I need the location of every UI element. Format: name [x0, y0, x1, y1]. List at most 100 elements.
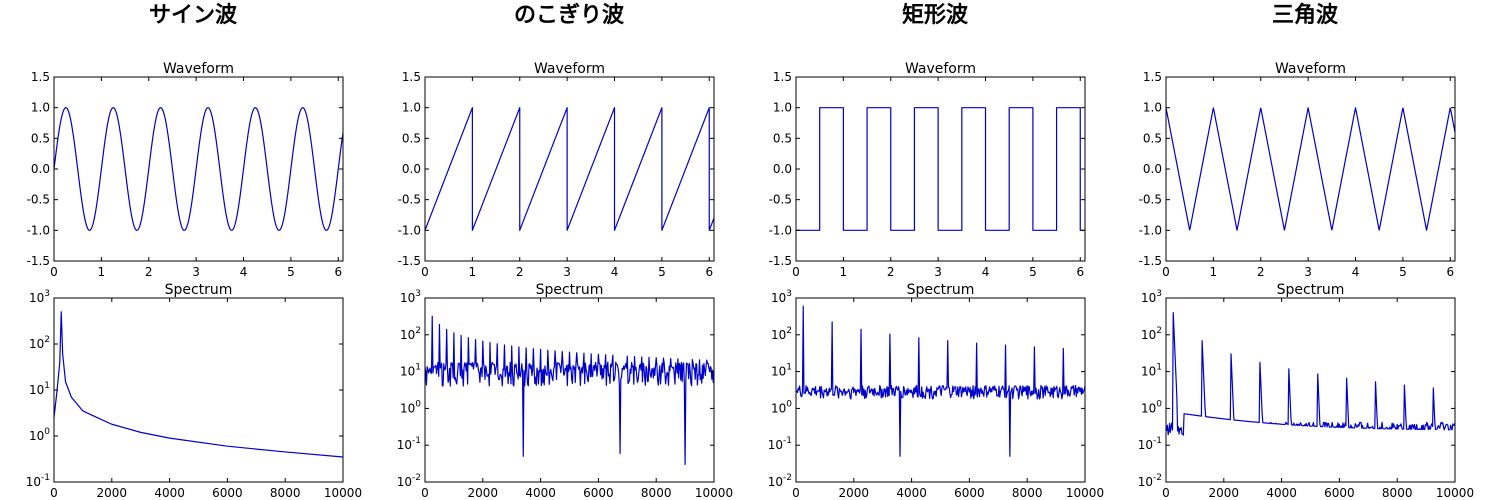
x-tick-label: 6000 [1324, 486, 1355, 500]
x-tick-label: 8000 [1382, 486, 1413, 500]
x-tick-label: 6000 [212, 486, 243, 500]
series-line-spectrum [1166, 312, 1455, 436]
y-tick-label: 102 [771, 326, 792, 342]
x-tick-label: 1 [840, 265, 848, 279]
series-line-spectrum [796, 305, 1085, 457]
axes-title-spectrum: Spectrum [536, 282, 604, 298]
subplot-waveform-4: Waveform 0 1 2 3 4 5 6 -1.5 -1.0 -0.5 0.0 0.5 1.0 1.5 [1139, 61, 1456, 279]
x-tick-label: 0 [1162, 486, 1170, 500]
axes-title-spectrum: Spectrum [1277, 282, 1345, 298]
series-line-waveform [425, 107, 714, 231]
x-tick-label: 6000 [583, 486, 614, 500]
y-tick-label: 1.5 [773, 70, 792, 84]
y-tick-label: 103 [1141, 289, 1162, 305]
subplot-waveform-2: Waveform 0 1 2 3 4 5 6 -1.5 -1.0 -0.5 0.0 0.5 1.0 1.5 [398, 61, 715, 279]
x-tick-label: 0 [792, 486, 800, 500]
x-tick-label: 5 [658, 265, 666, 279]
y-tick-label: -1.0 [769, 223, 792, 237]
y-tick-label: 0.0 [31, 162, 50, 176]
x-tick-label: 1 [98, 265, 106, 279]
x-tick-label: 0 [1162, 265, 1170, 279]
y-tick-label: -0.5 [27, 193, 50, 207]
y-tick-label: 0.5 [773, 131, 792, 145]
y-tick-label: -1.0 [1139, 223, 1162, 237]
y-tick-label: 0.5 [31, 131, 50, 145]
y-tick-label: -1.5 [398, 254, 421, 268]
column-title-sine: サイン波 [149, 3, 238, 28]
y-tick-label: 0.0 [773, 162, 792, 176]
x-tick-label: 6 [334, 265, 342, 279]
y-tick-label: 102 [29, 335, 50, 351]
y-tick-label: 10-2 [1138, 473, 1162, 489]
y-tick-label: 100 [400, 399, 421, 415]
y-tick-label: 10-2 [768, 473, 792, 489]
series-line-waveform [54, 107, 343, 231]
x-tick-label: 2000 [839, 486, 870, 500]
x-tick-label: 0 [421, 265, 429, 279]
x-tick-label: 4000 [154, 486, 185, 500]
x-tick-label: 0 [421, 486, 429, 500]
x-tick-label: 4000 [1266, 486, 1297, 500]
x-tick-label: 10000 [324, 486, 362, 500]
y-tick-label: 0.5 [402, 131, 421, 145]
x-tick-label: 10000 [695, 486, 733, 500]
y-tick-label: 103 [400, 289, 421, 305]
x-tick-label: 8000 [1012, 486, 1043, 500]
subplot-spectrum-2: Spectrum 0 2000 4000 6000 8000 10000 10-2 10-1 10… [397, 282, 733, 500]
x-tick-label: 3 [563, 265, 571, 279]
y-tick-label: -0.5 [398, 193, 421, 207]
column-title-triangle: 三角波 [1272, 2, 1339, 28]
x-tick-label: 4 [611, 265, 619, 279]
y-tick-label: 103 [29, 289, 50, 305]
y-tick-label: -1.0 [27, 223, 50, 237]
x-tick-label: 2000 [468, 486, 499, 500]
x-tick-label: 2 [1257, 265, 1265, 279]
series-line-waveform [1166, 107, 1455, 231]
column-title-square: 矩形波 [902, 2, 969, 28]
y-tick-label: 102 [400, 326, 421, 342]
x-tick-label: 1 [1210, 265, 1218, 279]
x-tick-label: 2 [516, 265, 524, 279]
x-tick-label: 2000 [97, 486, 128, 500]
y-tick-label: 100 [29, 427, 50, 443]
x-tick-label: 4000 [896, 486, 927, 500]
subplot-spectrum-4: Spectrum 0 2000 4000 6000 8000 10000 10-2 10-1 10… [1138, 282, 1474, 500]
x-tick-label: 3 [1304, 265, 1312, 279]
x-tick-label: 0 [50, 486, 58, 500]
y-tick-label: -0.5 [1139, 193, 1162, 207]
axes-title-spectrum: Spectrum [907, 282, 975, 298]
x-tick-label: 6 [705, 265, 713, 279]
axes-frame [795, 297, 1086, 483]
x-tick-label: 6000 [954, 486, 985, 500]
x-tick-label: 5 [287, 265, 295, 279]
x-tick-label: 6 [1076, 265, 1084, 279]
axes-frame [1165, 297, 1456, 483]
x-tick-label: 6 [1446, 265, 1454, 279]
x-tick-label: 5 [1399, 265, 1407, 279]
axes-title-waveform: Waveform [534, 61, 605, 77]
y-tick-label: 10-2 [397, 473, 421, 489]
x-tick-label: 3 [934, 265, 942, 279]
y-tick-label: 1.0 [1143, 101, 1162, 115]
x-tick-label: 10000 [1436, 486, 1474, 500]
subplot-waveform-3: Waveform 0 1 2 3 4 5 6 -1.5 -1.0 -0.5 0.0 0.5 1.0 1.5 [769, 61, 1086, 279]
y-tick-label: 101 [1141, 363, 1162, 379]
y-tick-label: 102 [1141, 326, 1162, 342]
subplot-waveform-1: Waveform 0 1 2 3 4 5 6 -1.5 -1.0 -0.5 0.0 0.5 1.0 1.5 [27, 61, 344, 279]
x-tick-label: 1 [469, 265, 477, 279]
subplot-container: Waveform 0 1 2 3 4 5 6 -1.5 -1.0 -0.5 0.0 0.5 1.0 1.5 S… [26, 61, 1474, 500]
x-tick-label: 8000 [641, 486, 672, 500]
y-tick-label: -1.5 [1139, 254, 1162, 268]
y-tick-label: 0.0 [1143, 162, 1162, 176]
axes-title-waveform: Waveform [905, 61, 976, 77]
y-tick-label: 10-1 [397, 436, 421, 452]
x-tick-label: 0 [792, 265, 800, 279]
y-tick-label: 1.0 [402, 101, 421, 115]
series-line-spectrum [54, 311, 343, 458]
y-tick-label: 1.0 [773, 101, 792, 115]
y-tick-label: 100 [771, 399, 792, 415]
x-tick-label: 4 [982, 265, 990, 279]
y-tick-label: 101 [400, 363, 421, 379]
